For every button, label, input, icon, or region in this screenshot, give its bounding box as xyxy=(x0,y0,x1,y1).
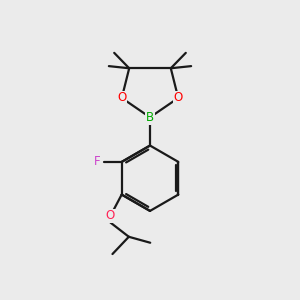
Text: B: B xyxy=(146,111,154,124)
Text: O: O xyxy=(117,92,126,104)
Text: O: O xyxy=(174,92,183,104)
Text: O: O xyxy=(106,209,115,223)
Text: F: F xyxy=(94,155,101,168)
